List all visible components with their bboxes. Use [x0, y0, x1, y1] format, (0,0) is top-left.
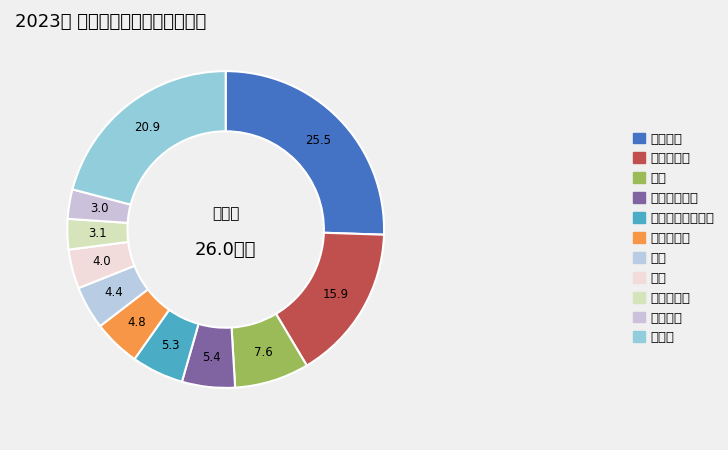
Wedge shape [68, 189, 131, 223]
Text: 3.1: 3.1 [88, 227, 107, 240]
Text: 5.4: 5.4 [202, 351, 221, 364]
Text: 5.3: 5.3 [161, 339, 180, 352]
Wedge shape [232, 314, 306, 387]
Wedge shape [276, 233, 384, 365]
Text: 20.9: 20.9 [134, 122, 160, 135]
Text: 7.6: 7.6 [254, 346, 273, 359]
Text: 2023年 輸出相手国のシェア（％）: 2023年 輸出相手国のシェア（％） [15, 14, 206, 32]
Text: 総　額: 総 額 [212, 206, 240, 221]
Text: 4.0: 4.0 [92, 255, 111, 268]
Text: 15.9: 15.9 [323, 288, 349, 301]
Wedge shape [73, 71, 226, 205]
Text: 4.8: 4.8 [127, 315, 146, 328]
Text: 26.0億円: 26.0億円 [195, 241, 256, 259]
Text: 4.4: 4.4 [105, 287, 124, 299]
Text: 25.5: 25.5 [305, 134, 331, 147]
Wedge shape [226, 71, 384, 235]
Wedge shape [67, 219, 128, 250]
Wedge shape [135, 310, 199, 382]
Legend: オマーン, カンボジア, タイ, シンガポール, アラブ首長国連邦, フィリピン, 米国, 台湾, バーレーン, メキシコ, その他: オマーン, カンボジア, タイ, シンガポール, アラブ首長国連邦, フィリピン… [633, 133, 714, 344]
Wedge shape [79, 266, 148, 326]
Wedge shape [182, 324, 235, 388]
Wedge shape [100, 289, 169, 359]
Wedge shape [68, 242, 135, 288]
Text: 3.0: 3.0 [90, 202, 108, 215]
